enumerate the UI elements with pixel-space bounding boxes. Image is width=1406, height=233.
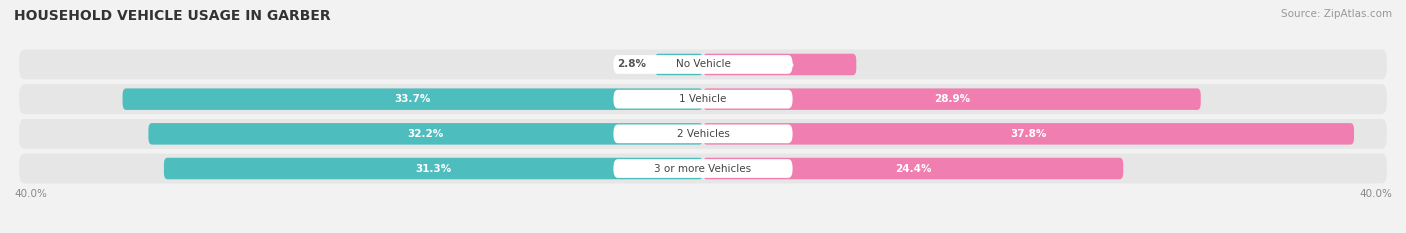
FancyBboxPatch shape <box>703 123 1354 145</box>
Text: 37.8%: 37.8% <box>1011 129 1046 139</box>
Text: 2.8%: 2.8% <box>617 59 647 69</box>
FancyBboxPatch shape <box>165 158 703 179</box>
Text: No Vehicle: No Vehicle <box>675 59 731 69</box>
Text: 40.0%: 40.0% <box>14 189 46 199</box>
Text: 32.2%: 32.2% <box>408 129 444 139</box>
Text: 31.3%: 31.3% <box>415 164 451 174</box>
FancyBboxPatch shape <box>20 119 1386 149</box>
FancyBboxPatch shape <box>613 55 793 74</box>
FancyBboxPatch shape <box>149 123 703 145</box>
FancyBboxPatch shape <box>613 124 793 143</box>
Text: 3 or more Vehicles: 3 or more Vehicles <box>654 164 752 174</box>
FancyBboxPatch shape <box>20 50 1386 79</box>
FancyBboxPatch shape <box>703 88 1201 110</box>
FancyBboxPatch shape <box>655 54 703 75</box>
Text: 40.0%: 40.0% <box>1360 189 1392 199</box>
Text: 24.4%: 24.4% <box>894 164 931 174</box>
Text: 28.9%: 28.9% <box>934 94 970 104</box>
Text: 33.7%: 33.7% <box>395 94 432 104</box>
Text: HOUSEHOLD VEHICLE USAGE IN GARBER: HOUSEHOLD VEHICLE USAGE IN GARBER <box>14 9 330 23</box>
FancyBboxPatch shape <box>20 84 1386 114</box>
FancyBboxPatch shape <box>703 158 1123 179</box>
FancyBboxPatch shape <box>613 159 793 178</box>
Text: 1 Vehicle: 1 Vehicle <box>679 94 727 104</box>
Text: 8.9%: 8.9% <box>765 59 794 69</box>
FancyBboxPatch shape <box>20 154 1386 183</box>
FancyBboxPatch shape <box>703 54 856 75</box>
Text: Source: ZipAtlas.com: Source: ZipAtlas.com <box>1281 9 1392 19</box>
Text: 2 Vehicles: 2 Vehicles <box>676 129 730 139</box>
FancyBboxPatch shape <box>613 90 793 109</box>
FancyBboxPatch shape <box>122 88 703 110</box>
